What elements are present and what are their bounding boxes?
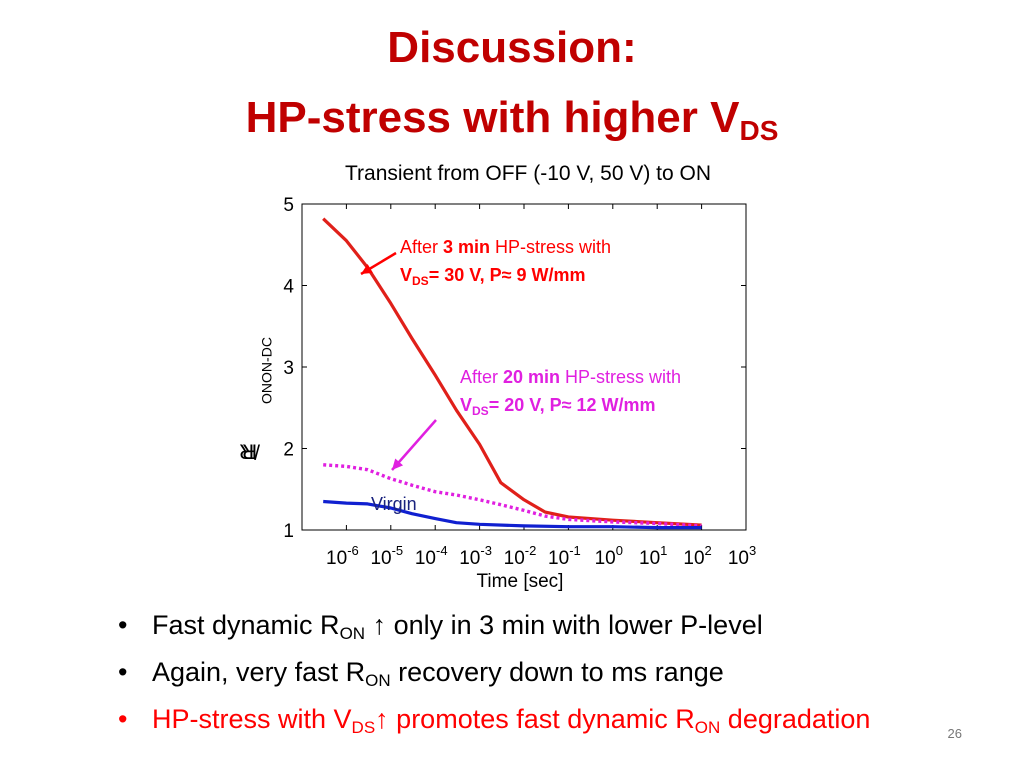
annotation-3min: After 3 min HP-stress with VDS= 30 V, P≈… — [400, 237, 612, 288]
series-line-2 — [323, 499, 702, 530]
x-tick-label: 10-5 — [370, 543, 403, 569]
bullet-item: • Fast dynamic RON ↑ only in 3 min with l… — [118, 610, 763, 643]
x-tick-label: 10-1 — [548, 543, 581, 569]
x-tick-label: 10-6 — [326, 543, 359, 569]
bullet-item: • HP-stress with VDS↑ promotes fast dynam… — [118, 704, 871, 737]
bullet-item: • Again, very fast RON recovery down to m… — [118, 657, 724, 690]
annotation-virgin: Virgin — [371, 494, 417, 514]
bullet-list: • Fast dynamic RON ↑ only in 3 min with l… — [118, 606, 870, 747]
page-number: 26 — [947, 726, 962, 741]
annotation-20min: After 20 min HP-stress with VDS= 20 V, P… — [460, 367, 682, 418]
y-tick-label: 3 — [283, 358, 294, 379]
x-tick-label: 10-3 — [459, 543, 492, 569]
slide-title-line1: Discussion: — [387, 23, 637, 72]
x-tick-label: 100 — [595, 543, 623, 569]
x-tick-label: 101 — [639, 543, 667, 569]
y-tick-label: 4 — [283, 277, 294, 298]
series-line-0 — [322, 217, 702, 527]
x-tick-label: 102 — [683, 543, 711, 569]
x-tick-label: 10-2 — [504, 543, 537, 569]
arrow-20min — [391, 419, 437, 471]
title-line2-text: HP-stress with higher V — [245, 93, 740, 142]
arrow-20min-head — [392, 458, 404, 470]
chart-title: Transient from OFF (-10 V, 50 V) to ON — [344, 162, 712, 185]
x-axis-label: Time [sec] — [476, 571, 564, 592]
arrow-3min-head — [361, 263, 373, 274]
x-tick-label: 10-4 — [415, 543, 448, 569]
y-tick-label: 5 — [283, 195, 294, 216]
slide-title-line2: HP-stress with higher VDS — [0, 92, 1024, 157]
y-tick-label: 2 — [283, 440, 294, 461]
y-tick-label: 1 — [283, 521, 294, 542]
title-line2-subscript: DS — [739, 115, 779, 146]
x-tick-label: 103 — [728, 543, 756, 569]
